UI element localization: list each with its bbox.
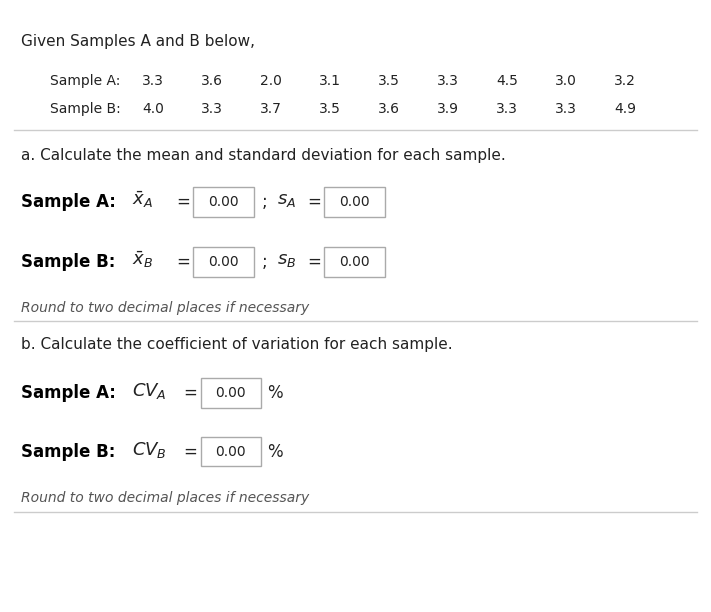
Text: Round to two decimal places if necessary: Round to two decimal places if necessary <box>21 301 309 315</box>
Text: 3.6: 3.6 <box>378 102 400 116</box>
FancyBboxPatch shape <box>324 247 385 277</box>
Text: =: = <box>183 442 198 461</box>
FancyBboxPatch shape <box>324 187 385 217</box>
Text: =: = <box>307 193 321 211</box>
Text: %: % <box>267 442 283 461</box>
Text: 0.00: 0.00 <box>215 445 246 458</box>
Text: 3.2: 3.2 <box>614 74 636 88</box>
FancyBboxPatch shape <box>193 187 254 217</box>
Text: 0.00: 0.00 <box>339 195 370 209</box>
Text: 0.00: 0.00 <box>208 255 239 269</box>
Text: $\bar{x}_B$: $\bar{x}_B$ <box>132 250 153 271</box>
Text: 3.1: 3.1 <box>319 74 341 88</box>
Text: ;: ; <box>262 193 267 211</box>
Text: 3.0: 3.0 <box>555 74 577 88</box>
Text: $CV_A$: $CV_A$ <box>132 381 166 401</box>
Text: 4.9: 4.9 <box>614 102 636 116</box>
FancyBboxPatch shape <box>201 378 261 408</box>
Text: 3.3: 3.3 <box>555 102 577 116</box>
Text: $s_B$: $s_B$ <box>277 251 296 269</box>
Text: Sample B:: Sample B: <box>21 442 116 461</box>
Text: 3.5: 3.5 <box>378 74 400 88</box>
Text: Sample B:: Sample B: <box>21 253 116 271</box>
Text: ;: ; <box>262 253 267 271</box>
Text: 2.0: 2.0 <box>260 74 282 88</box>
Text: Sample A:: Sample A: <box>50 74 120 88</box>
Text: 0.00: 0.00 <box>208 195 239 209</box>
Text: Given Samples A and B below,: Given Samples A and B below, <box>21 34 255 49</box>
Text: =: = <box>176 193 191 211</box>
Text: 3.3: 3.3 <box>142 74 164 88</box>
Text: 3.3: 3.3 <box>201 102 223 116</box>
Text: 3.5: 3.5 <box>319 102 341 116</box>
Text: 4.0: 4.0 <box>142 102 164 116</box>
FancyBboxPatch shape <box>193 247 254 277</box>
Text: $\bar{x}_A$: $\bar{x}_A$ <box>132 190 153 211</box>
Text: =: = <box>307 253 321 271</box>
Text: Round to two decimal places if necessary: Round to two decimal places if necessary <box>21 491 309 505</box>
Text: Sample A:: Sample A: <box>21 193 116 211</box>
Text: =: = <box>183 384 198 402</box>
Text: 3.6: 3.6 <box>201 74 223 88</box>
Text: 4.5: 4.5 <box>496 74 518 88</box>
Text: b. Calculate the coefficient of variation for each sample.: b. Calculate the coefficient of variatio… <box>21 337 453 352</box>
Text: 3.3: 3.3 <box>496 102 518 116</box>
Text: a. Calculate the mean and standard deviation for each sample.: a. Calculate the mean and standard devia… <box>21 148 506 163</box>
Text: 3.3: 3.3 <box>437 74 459 88</box>
Text: Sample B:: Sample B: <box>50 102 121 116</box>
Text: 3.9: 3.9 <box>437 102 459 116</box>
Text: =: = <box>176 253 191 271</box>
Text: 0.00: 0.00 <box>339 255 370 269</box>
Text: 3.7: 3.7 <box>260 102 282 116</box>
Text: $CV_B$: $CV_B$ <box>132 440 166 460</box>
Text: 0.00: 0.00 <box>215 386 246 400</box>
FancyBboxPatch shape <box>201 437 261 466</box>
Text: %: % <box>267 384 283 402</box>
Text: Sample A:: Sample A: <box>21 384 116 402</box>
Text: $s_A$: $s_A$ <box>277 191 296 209</box>
